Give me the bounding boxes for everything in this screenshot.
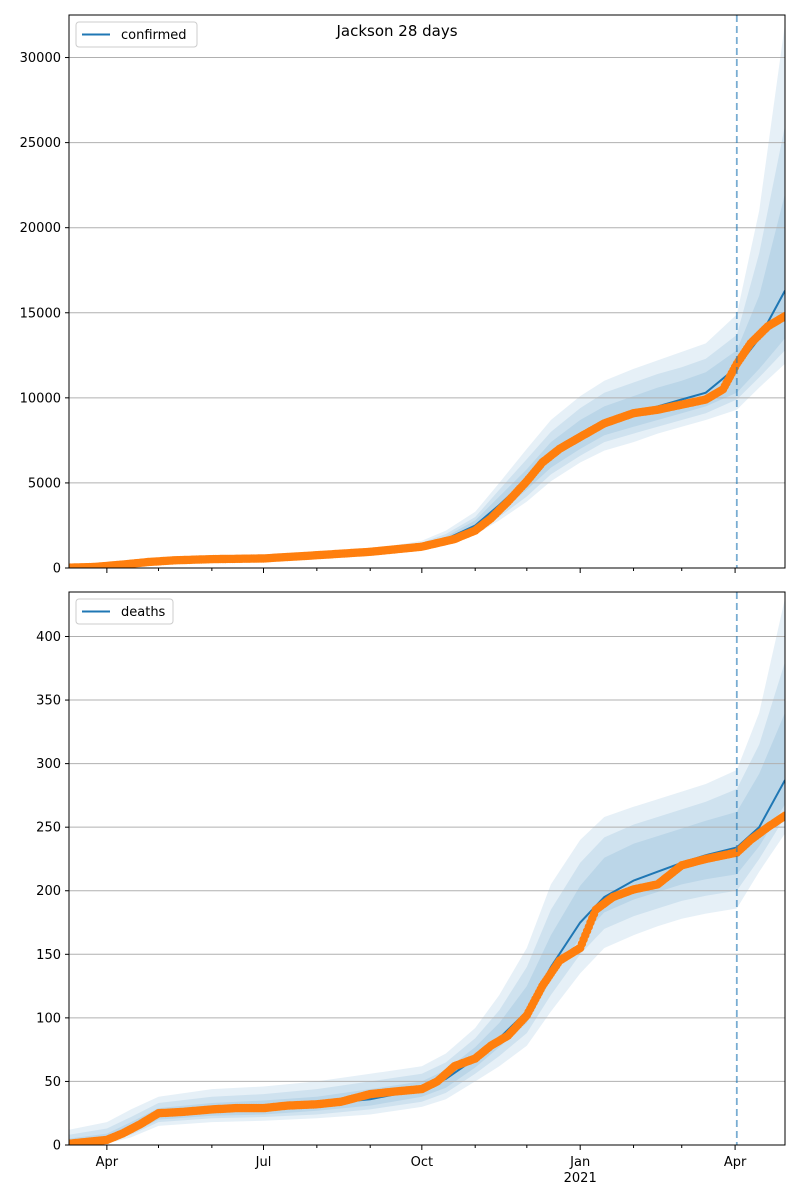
y-tick-label: 100	[36, 1011, 61, 1026]
y-tick-label: 5000	[28, 476, 61, 491]
y-tick-label: 0	[53, 1139, 61, 1154]
plot-area	[69, 15, 785, 568]
legend-label: confirmed	[121, 28, 187, 43]
y-tick-label: 20000	[20, 221, 61, 236]
x-tick-label: Jan	[569, 1155, 590, 1170]
uncertainty-band-3	[69, 712, 785, 1145]
axes-frame	[68, 591, 786, 1146]
uncertainty-band-2	[69, 661, 785, 1145]
y-tick-label: 200	[36, 884, 61, 899]
x-tick-label: Jul	[255, 1155, 272, 1170]
x-tick-label: Oct	[411, 1155, 433, 1170]
legend: deaths	[75, 598, 174, 625]
y-tick-label: 0	[53, 562, 61, 577]
legend-box	[75, 598, 174, 625]
uncertainty-band-2	[69, 125, 785, 568]
y-tick-label: 25000	[20, 136, 61, 151]
legend: confirmed	[75, 21, 198, 48]
y-tick-label: 10000	[20, 391, 61, 406]
legend-label: deaths	[121, 605, 166, 620]
model-line	[69, 290, 785, 568]
x-tick-label: Apr	[724, 1155, 747, 1170]
x-tick-label: Apr	[96, 1155, 119, 1170]
observed-point	[780, 312, 785, 321]
y-tick-label: 150	[36, 948, 61, 963]
observed-point	[780, 811, 785, 820]
y-tick-label: 400	[36, 630, 61, 645]
axes-frame	[68, 14, 786, 569]
uncertainty-band-1	[69, 23, 785, 568]
uncertainty-band-1	[69, 598, 785, 1145]
confirmed-panel: 0 5000 10000 15000 20000 25000 30000 confirmed	[20, 14, 786, 577]
y-tick-label: 50	[44, 1075, 61, 1090]
deaths-panel: 0 50 100 150 200 250 300 350 400 Apr Jul Oct Jan2021…	[36, 591, 786, 1186]
y-tick-label: 250	[36, 821, 61, 836]
y-tick-label: 30000	[20, 51, 61, 66]
legend-box	[75, 21, 198, 48]
y-tick-label: 15000	[20, 306, 61, 321]
x-year-label: 2021	[564, 1171, 597, 1186]
plot-area	[69, 592, 785, 1145]
figure-title: Jackson 28 days	[335, 22, 457, 40]
y-tick-label: 300	[36, 757, 61, 772]
y-tick-label: 350	[36, 694, 61, 709]
